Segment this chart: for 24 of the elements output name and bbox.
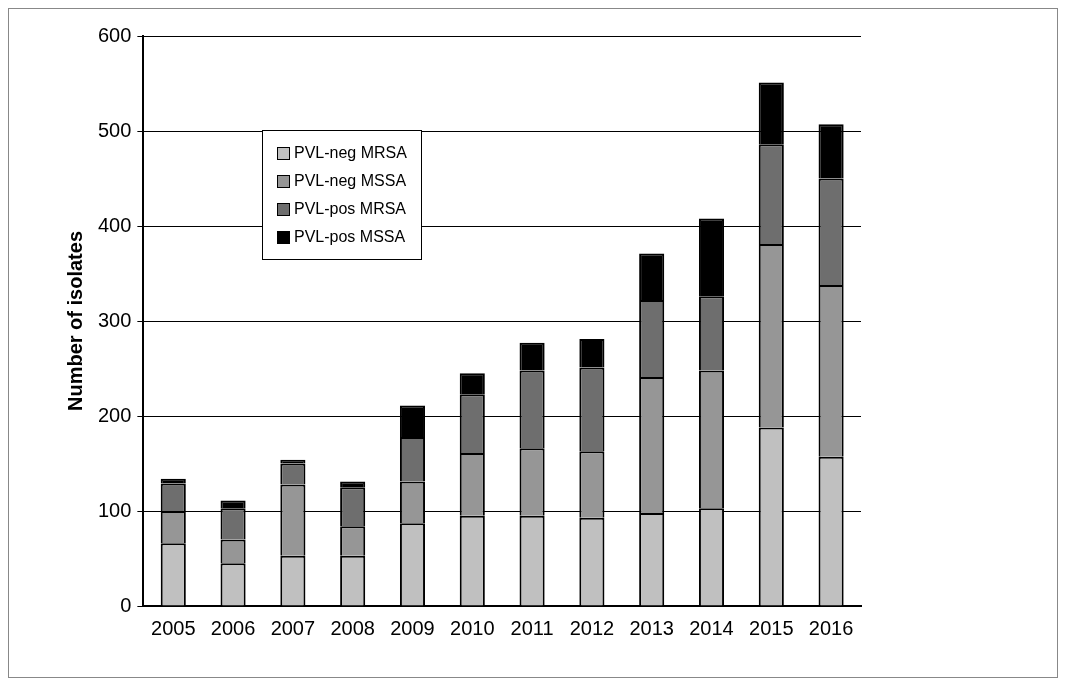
x-tick-label: 2016 <box>808 616 854 639</box>
legend-label: PVL-neg MRSA <box>294 144 407 162</box>
x-tick-label: 2011 <box>510 616 554 639</box>
x-tick-label: 2007 <box>270 616 316 639</box>
x-tick-label: 2009 <box>390 616 435 639</box>
x-tick-label: 2008 <box>330 616 375 639</box>
legend-label: PVL-pos MSSA <box>294 228 406 246</box>
legend-label: PVL-neg MSSA <box>294 172 407 190</box>
y-tick-label: 300 <box>97 308 132 331</box>
x-tick-label: 2015 <box>749 616 794 639</box>
y-tick-label: 400 <box>97 213 132 236</box>
x-tick-label: 2010 <box>450 616 495 639</box>
x-tick-label: 2012 <box>569 616 615 639</box>
y-tick-label: 200 <box>97 403 132 426</box>
y-tick-label: 600 <box>97 23 132 46</box>
y-tick-label: 0 <box>120 593 132 616</box>
x-tick-label: 2014 <box>689 616 734 639</box>
y-tick-label: 500 <box>97 118 132 141</box>
x-tick-label: 2013 <box>629 616 674 639</box>
y-tick-label: 100 <box>97 498 132 521</box>
y-axis-title: Number of isolates <box>63 230 86 412</box>
x-tick-label: 2006 <box>210 616 256 639</box>
x-tick-label: 2005 <box>151 616 196 639</box>
legend-label: PVL-pos MRSA <box>294 200 407 218</box>
